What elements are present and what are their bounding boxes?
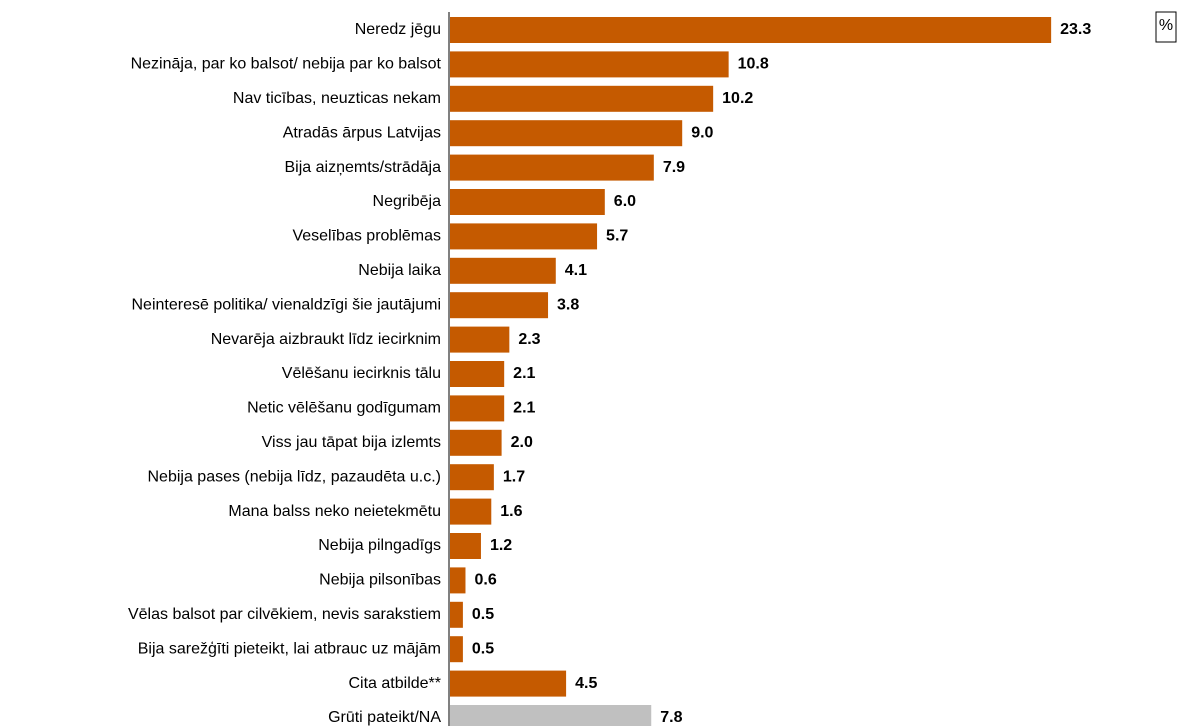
category-label: Nebija pilsonības [319,572,441,589]
bar [450,567,466,594]
value-label: 0.5 [472,640,494,657]
value-label: 9.0 [691,124,713,141]
category-label: Neredz jēgu [355,21,441,38]
value-label: 3.8 [557,296,579,313]
bar [450,292,549,319]
value-label: 23.3 [1060,21,1091,38]
value-label: 10.8 [738,56,769,73]
category-label: Nebija pases (nebija līdz, pazaudēta u.c… [147,468,441,485]
bar [450,705,652,726]
category-label: Mana balss neko neietekmētu [228,503,441,520]
value-label: 0.6 [474,572,496,589]
value-label: 1.2 [490,537,512,554]
category-label: Nav ticības, neuzticas nekam [233,90,441,107]
category-label: Neinteresē politika/ vienaldzīgi šie jau… [132,296,442,313]
value-label: 2.1 [513,365,535,382]
bar [450,636,463,663]
value-label: 2.1 [513,400,535,417]
bar [450,498,492,525]
bar [450,17,1052,43]
value-label: 2.3 [518,331,540,348]
value-label: 2.0 [511,434,533,451]
bar [450,326,510,353]
bar [450,120,683,147]
value-label: 1.6 [500,503,522,520]
bar [450,154,654,181]
bar [450,601,463,628]
value-label: 0.5 [472,606,494,623]
bar [450,223,598,250]
bar [450,429,502,456]
bar [450,670,567,697]
category-label: Nezināja, par ko balsot/ nebija par ko b… [131,56,442,73]
category-label: Cita atbilde** [349,675,442,692]
category-label: Atradās ārpus Latvijas [283,124,441,141]
value-label: 1.7 [503,468,525,485]
bar [450,257,556,284]
value-label: 4.5 [575,675,597,692]
value-label: 7.8 [660,709,682,726]
category-label: Nebija pilngadīgs [318,537,441,554]
category-label: Netic vēlēšanu godīgumam [247,400,441,417]
category-label: Vēlēšanu iecirknis tālu [282,365,441,382]
value-label: 6.0 [614,193,636,210]
unit-box [1155,11,1177,43]
category-label: Nebija laika [358,262,441,279]
bar [450,51,729,78]
value-label: 5.7 [606,228,628,245]
category-label: Bija aizņemts/strādāja [284,159,441,176]
bar [450,361,505,387]
category-label: Negribēja [373,193,442,210]
value-label: 4.1 [565,262,587,279]
bar [450,464,494,491]
unit-label: % [1159,17,1173,34]
category-label: Grūti pateikt/NA [328,709,441,726]
bar [450,189,605,215]
bar [450,533,481,559]
bar [450,85,714,112]
category-label: Bija sarežģīti pieteikt, lai atbrauc uz … [138,639,441,657]
category-label: Nevarēja aizbraukt līdz iecirknim [211,331,441,348]
value-label: 7.9 [663,159,685,176]
category-label: Veselības problēmas [292,228,441,245]
category-label: Viss jau tāpat bija izlemts [262,434,441,451]
value-label: 10.2 [722,90,753,107]
bar [450,395,505,422]
category-label: Vēlas balsot par cilvēkiem, nevis saraks… [128,606,441,623]
